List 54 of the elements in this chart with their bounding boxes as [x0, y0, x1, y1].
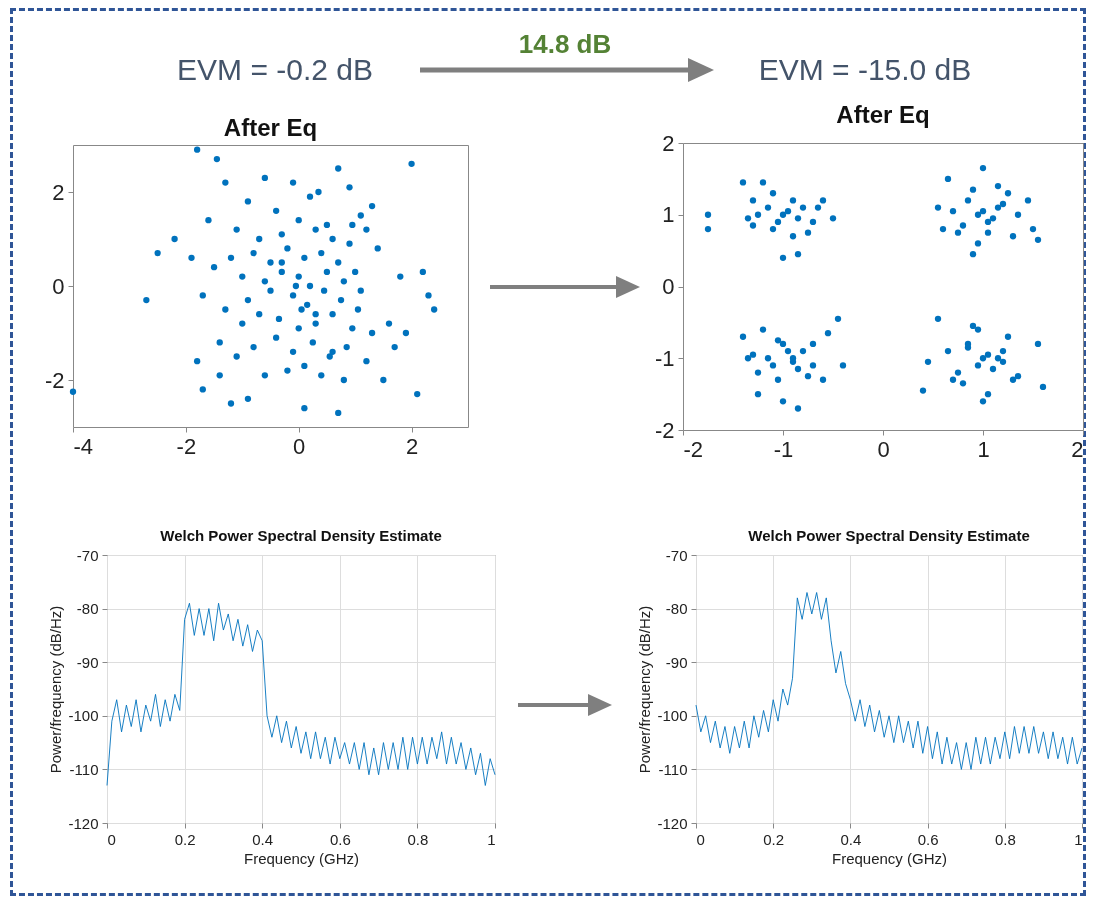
y-tick-label: -100 — [657, 707, 688, 725]
y-tick-label: -80 — [76, 600, 99, 618]
x-tick-label: 0 — [107, 830, 116, 848]
y-axis-title: Power/frequency (dB/Hz) — [47, 605, 65, 774]
y-tick-label: -120 — [68, 814, 99, 832]
x-tick-label: -2 — [176, 433, 197, 459]
y-tick-label: -110 — [658, 760, 688, 778]
x-tick-label: 2 — [405, 433, 419, 459]
y-tick-label: -2 — [44, 367, 65, 393]
x-tick-label: 1 — [977, 436, 990, 462]
x-tick-label: -2 — [683, 436, 704, 462]
chart-title: After Eq — [223, 114, 318, 141]
y-tick-label: -70 — [76, 546, 99, 564]
x-tick-label: -4 — [73, 433, 94, 459]
x-tick-label: 0.6 — [917, 830, 939, 848]
x-tick-label: -1 — [773, 436, 794, 462]
y-tick-label: 2 — [52, 179, 65, 205]
chart-title: After Eq — [836, 101, 930, 128]
chart-title: Welch Power Spectral Density Estimate — [748, 527, 1030, 544]
x-tick-label: 0.4 — [840, 830, 862, 848]
x-tick-label: 0 — [877, 436, 890, 462]
x-tick-label: 0.6 — [329, 830, 351, 848]
line-series — [695, 592, 1083, 770]
y-tick-label: -100 — [68, 707, 99, 725]
x-tick-label: 0.4 — [252, 830, 274, 848]
y-tick-label: 1 — [662, 202, 675, 228]
y-tick-label: -70 — [665, 546, 688, 564]
y-tick-label: -90 — [665, 653, 688, 671]
y-tick-label: -110 — [69, 760, 99, 778]
y-tick-label: -80 — [665, 600, 688, 618]
x-tick-label: 1 — [1074, 830, 1083, 848]
x-axis-title: Frequency (GHz) — [243, 849, 360, 867]
x-tick-label: 2 — [1071, 436, 1084, 462]
x-tick-label: 0.2 — [763, 830, 785, 848]
x-axis-title: Frequency (GHz) — [831, 849, 948, 867]
text: 14.8 dB — [518, 28, 612, 60]
x-tick-label: 0.8 — [994, 830, 1016, 848]
x-tick-label: 0 — [293, 433, 306, 459]
line-series — [106, 602, 496, 786]
y-tick-label: 2 — [662, 130, 675, 156]
y-axis-title: Power/frequency (dB/Hz) — [636, 605, 654, 774]
chart-title: Welch Power Spectral Density Estimate — [160, 527, 442, 544]
x-tick-label: 0 — [696, 830, 705, 848]
text: EVM = -15.0 dB — [758, 53, 972, 87]
text: EVM = -0.2 dB — [177, 53, 373, 87]
x-tick-label: 1 — [487, 830, 496, 848]
y-tick-label: -1 — [654, 345, 675, 371]
y-tick-label: 0 — [52, 273, 65, 299]
y-tick-label: -120 — [657, 814, 688, 832]
y-tick-label: -2 — [654, 417, 675, 443]
y-tick-label: -90 — [76, 653, 99, 671]
x-tick-label: 0.8 — [407, 830, 429, 848]
y-tick-label: 0 — [662, 274, 675, 299]
x-tick-label: 0.2 — [174, 830, 196, 848]
